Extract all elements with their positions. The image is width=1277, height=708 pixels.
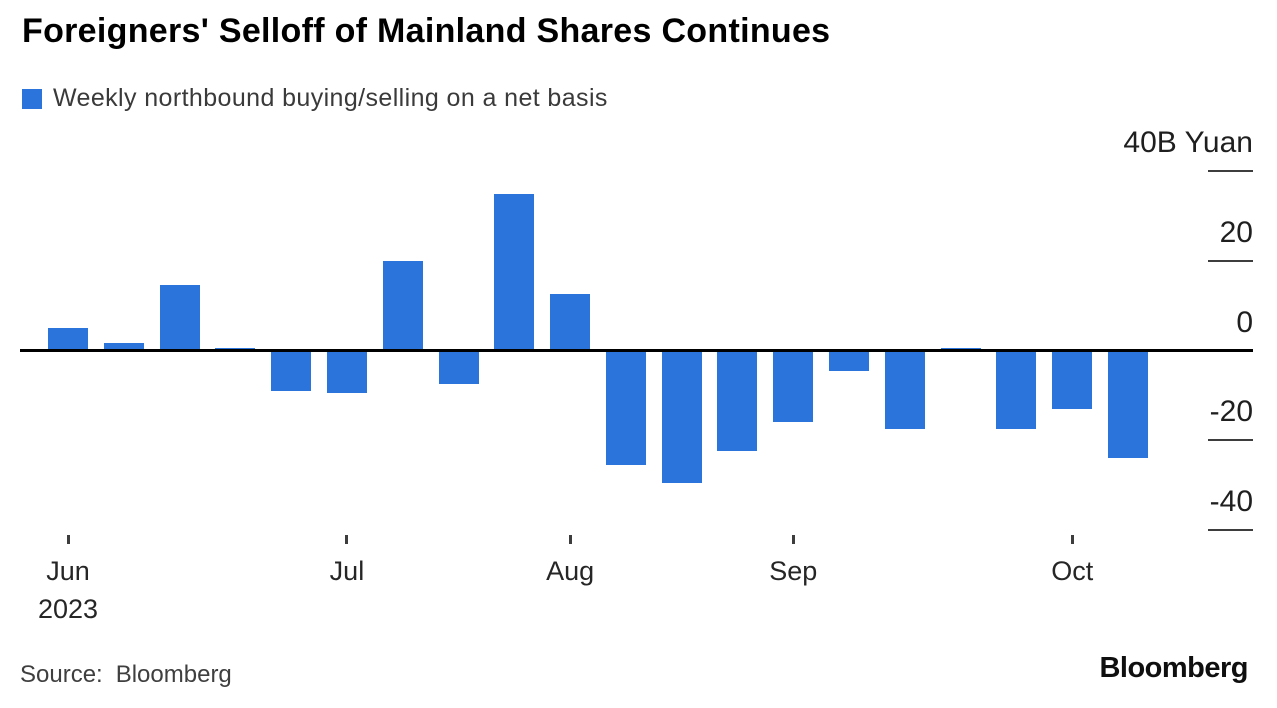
- bar-week-6: [326, 350, 367, 394]
- y-axis-label--20: -20: [1209, 395, 1253, 429]
- bar-week-11: [605, 350, 646, 465]
- legend-swatch-icon: [22, 88, 42, 109]
- x-axis-label-aug: Aug: [546, 556, 595, 586]
- y-axis-tick-20: [1208, 259, 1253, 262]
- bar-week-5: [271, 350, 312, 391]
- y-axis-label-20: 20: [1219, 215, 1253, 249]
- y-axis-label-0: 0: [1236, 305, 1253, 339]
- legend: Weekly northbound buying/selling on a ne…: [22, 84, 608, 113]
- y-axis-tick-40: [1208, 170, 1253, 173]
- x-axis-tick-oct: [1070, 535, 1074, 544]
- y-axis-label--40: -40: [1209, 484, 1253, 518]
- bar-week-1: [48, 328, 88, 351]
- x-axis-label-oct: Oct: [1051, 556, 1094, 586]
- x-axis-label-jun: Jun: [46, 556, 90, 586]
- bar-week-13: [717, 350, 758, 452]
- bar-week-14: [773, 350, 814, 423]
- legend-label: Weekly northbound buying/selling on a ne…: [53, 84, 608, 112]
- x-axis-tick-sep: [791, 535, 795, 544]
- y-axis-label-40: 40B Yuan: [1123, 126, 1253, 160]
- chart-title: Foreigners' Selloff of Mainland Shares C…: [22, 12, 831, 50]
- source-label: Source:: [20, 661, 103, 688]
- x-axis-tick-jun: [66, 535, 70, 544]
- bar-week-18: [996, 350, 1037, 429]
- x-axis-tick-jul: [345, 535, 349, 544]
- bar-week-9: [494, 193, 535, 351]
- bar-week-16: [884, 350, 925, 429]
- x-axis-label-sep: Sep: [769, 556, 818, 586]
- x-axis-label-jul: Jul: [329, 556, 365, 586]
- zero-axis-line: [20, 349, 1253, 352]
- bar-week-10: [550, 294, 591, 351]
- bar-week-12: [661, 350, 702, 483]
- x-axis-tick-aug: [568, 535, 572, 544]
- bar-week-7: [382, 260, 423, 351]
- bar-week-3: [159, 285, 200, 351]
- bar-week-20: [1108, 350, 1148, 459]
- source-value: Bloomberg: [115, 661, 232, 688]
- source-note: Source: Bloomberg: [20, 661, 232, 689]
- bar-week-15: [829, 350, 870, 371]
- bar-week-8: [438, 350, 479, 385]
- bar-week-19: [1052, 350, 1093, 409]
- y-axis-tick--40: [1208, 528, 1253, 531]
- x-axis-sublabel-2023: 2023: [37, 594, 99, 624]
- bloomberg-logo: Bloomberg: [1099, 652, 1248, 684]
- bar-week-2: [103, 342, 144, 351]
- y-axis-tick--20: [1208, 439, 1253, 442]
